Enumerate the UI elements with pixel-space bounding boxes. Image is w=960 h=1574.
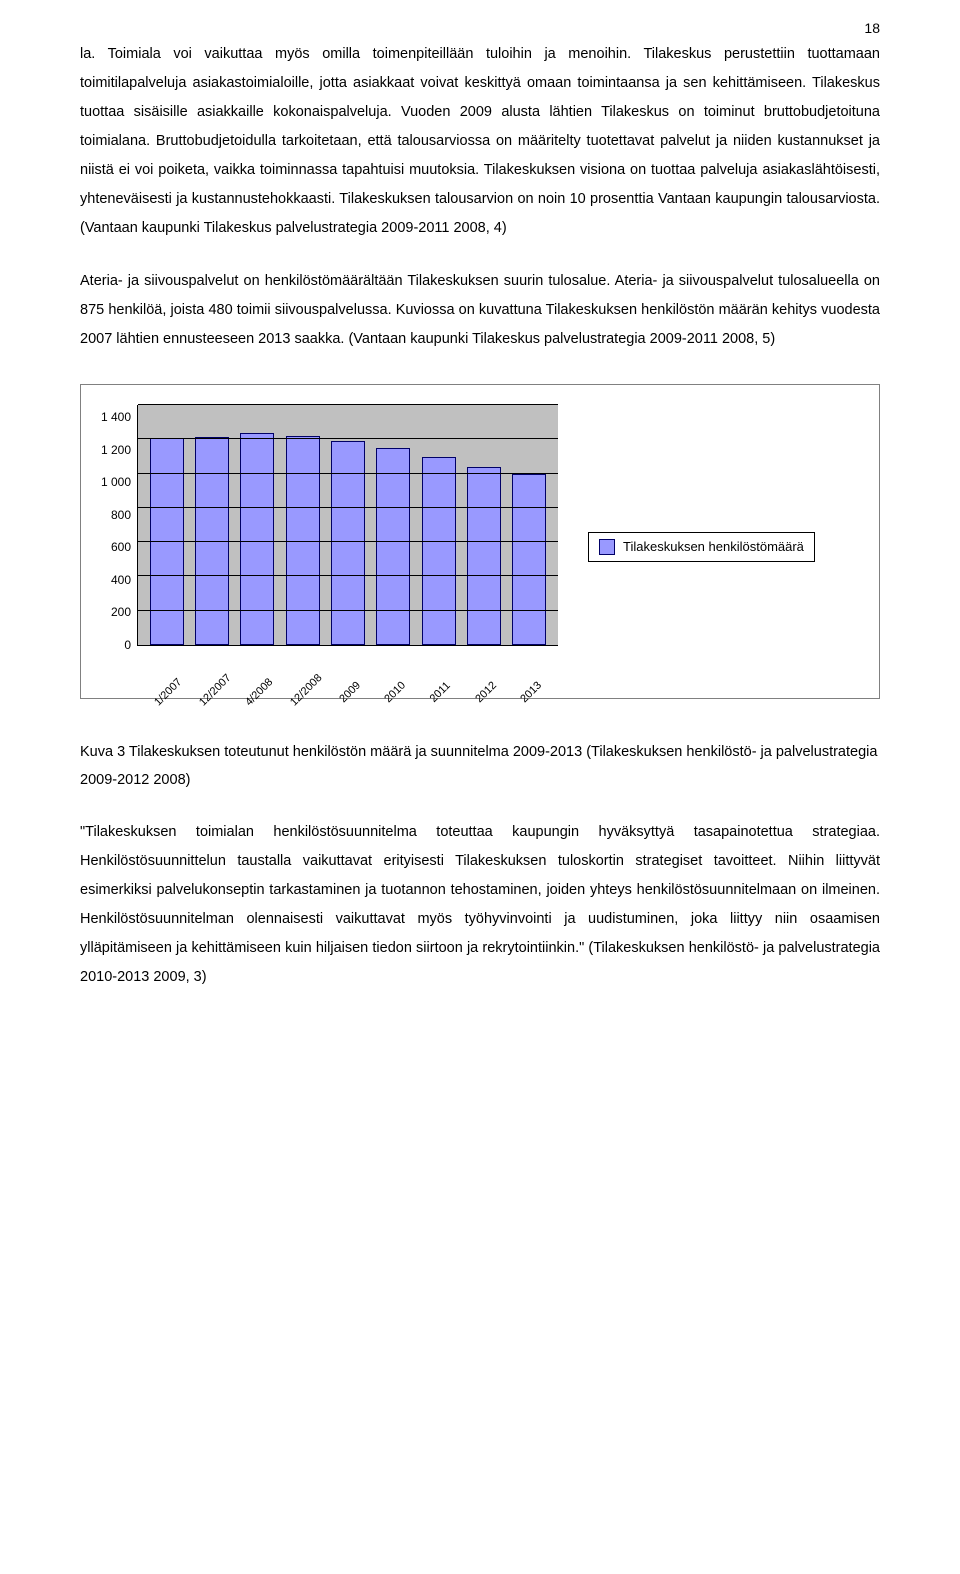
bar: [512, 474, 546, 645]
gridline: [138, 404, 558, 405]
chart-inner: 1 400 1 200 1 000 800 600 400 200 0 1/200712/20…: [101, 405, 859, 688]
chart-container: 1 400 1 200 1 000 800 600 400 200 0 1/200712/20…: [80, 384, 880, 699]
x-tick: 2012: [470, 676, 503, 709]
x-tick: 2009: [333, 676, 366, 709]
x-tick: 4/2008: [243, 676, 276, 709]
gridline: [138, 575, 558, 576]
x-tick: 2010: [379, 676, 412, 709]
y-tick: 400: [111, 574, 131, 586]
y-tick: 800: [111, 509, 131, 521]
y-tick: 200: [111, 606, 131, 618]
body-paragraph-1: la. Toimiala voi vaikuttaa myös omilla t…: [80, 40, 880, 243]
bar: [467, 467, 501, 645]
gridline: [138, 507, 558, 508]
page-number: 18: [864, 20, 880, 36]
legend-label: Tilakeskuksen henkilöstömäärä: [623, 539, 804, 554]
chart-legend: Tilakeskuksen henkilöstömäärä: [588, 532, 815, 562]
x-axis: 1/200712/20074/200812/200820092010201120…: [137, 646, 558, 688]
gridline: [138, 473, 558, 474]
body-paragraph-2: Ateria- ja siivouspalvelut on henkilöstö…: [80, 267, 880, 354]
x-tick: 12/2008: [288, 676, 321, 709]
chart-caption: Kuva 3 Tilakeskuksen toteutunut henkilös…: [80, 739, 880, 794]
y-tick: 0: [124, 639, 131, 651]
y-axis: 1 4001 2001 0008006004002000: [101, 405, 137, 645]
bar: [240, 433, 274, 645]
chart-plot: 1 400 1 200 1 000 800 600 400 200 0 1/200712/20…: [101, 405, 558, 688]
bar: [422, 457, 456, 645]
x-tick: 1/2007: [152, 676, 185, 709]
y-tick: 1 200: [101, 444, 131, 456]
legend-swatch: [599, 539, 615, 555]
y-tick: 1 400: [101, 411, 131, 423]
y-tick: 1 000: [101, 476, 131, 488]
gridline: [138, 438, 558, 439]
plot-area: [137, 405, 558, 646]
plot-body: 1/200712/20074/200812/200820092010201120…: [137, 405, 558, 688]
document-page: 18 la. Toimiala voi vaikuttaa myös omill…: [0, 0, 960, 1076]
x-tick: 2011: [424, 676, 457, 709]
x-tick: 12/2007: [197, 676, 230, 709]
y-tick: 600: [111, 541, 131, 553]
x-tick: 2013: [515, 676, 548, 709]
gridline: [138, 541, 558, 542]
gridline: [138, 610, 558, 611]
body-paragraph-3: "Tilakeskuksen toimialan henkilöstösuunn…: [80, 818, 880, 992]
bar: [376, 448, 410, 645]
